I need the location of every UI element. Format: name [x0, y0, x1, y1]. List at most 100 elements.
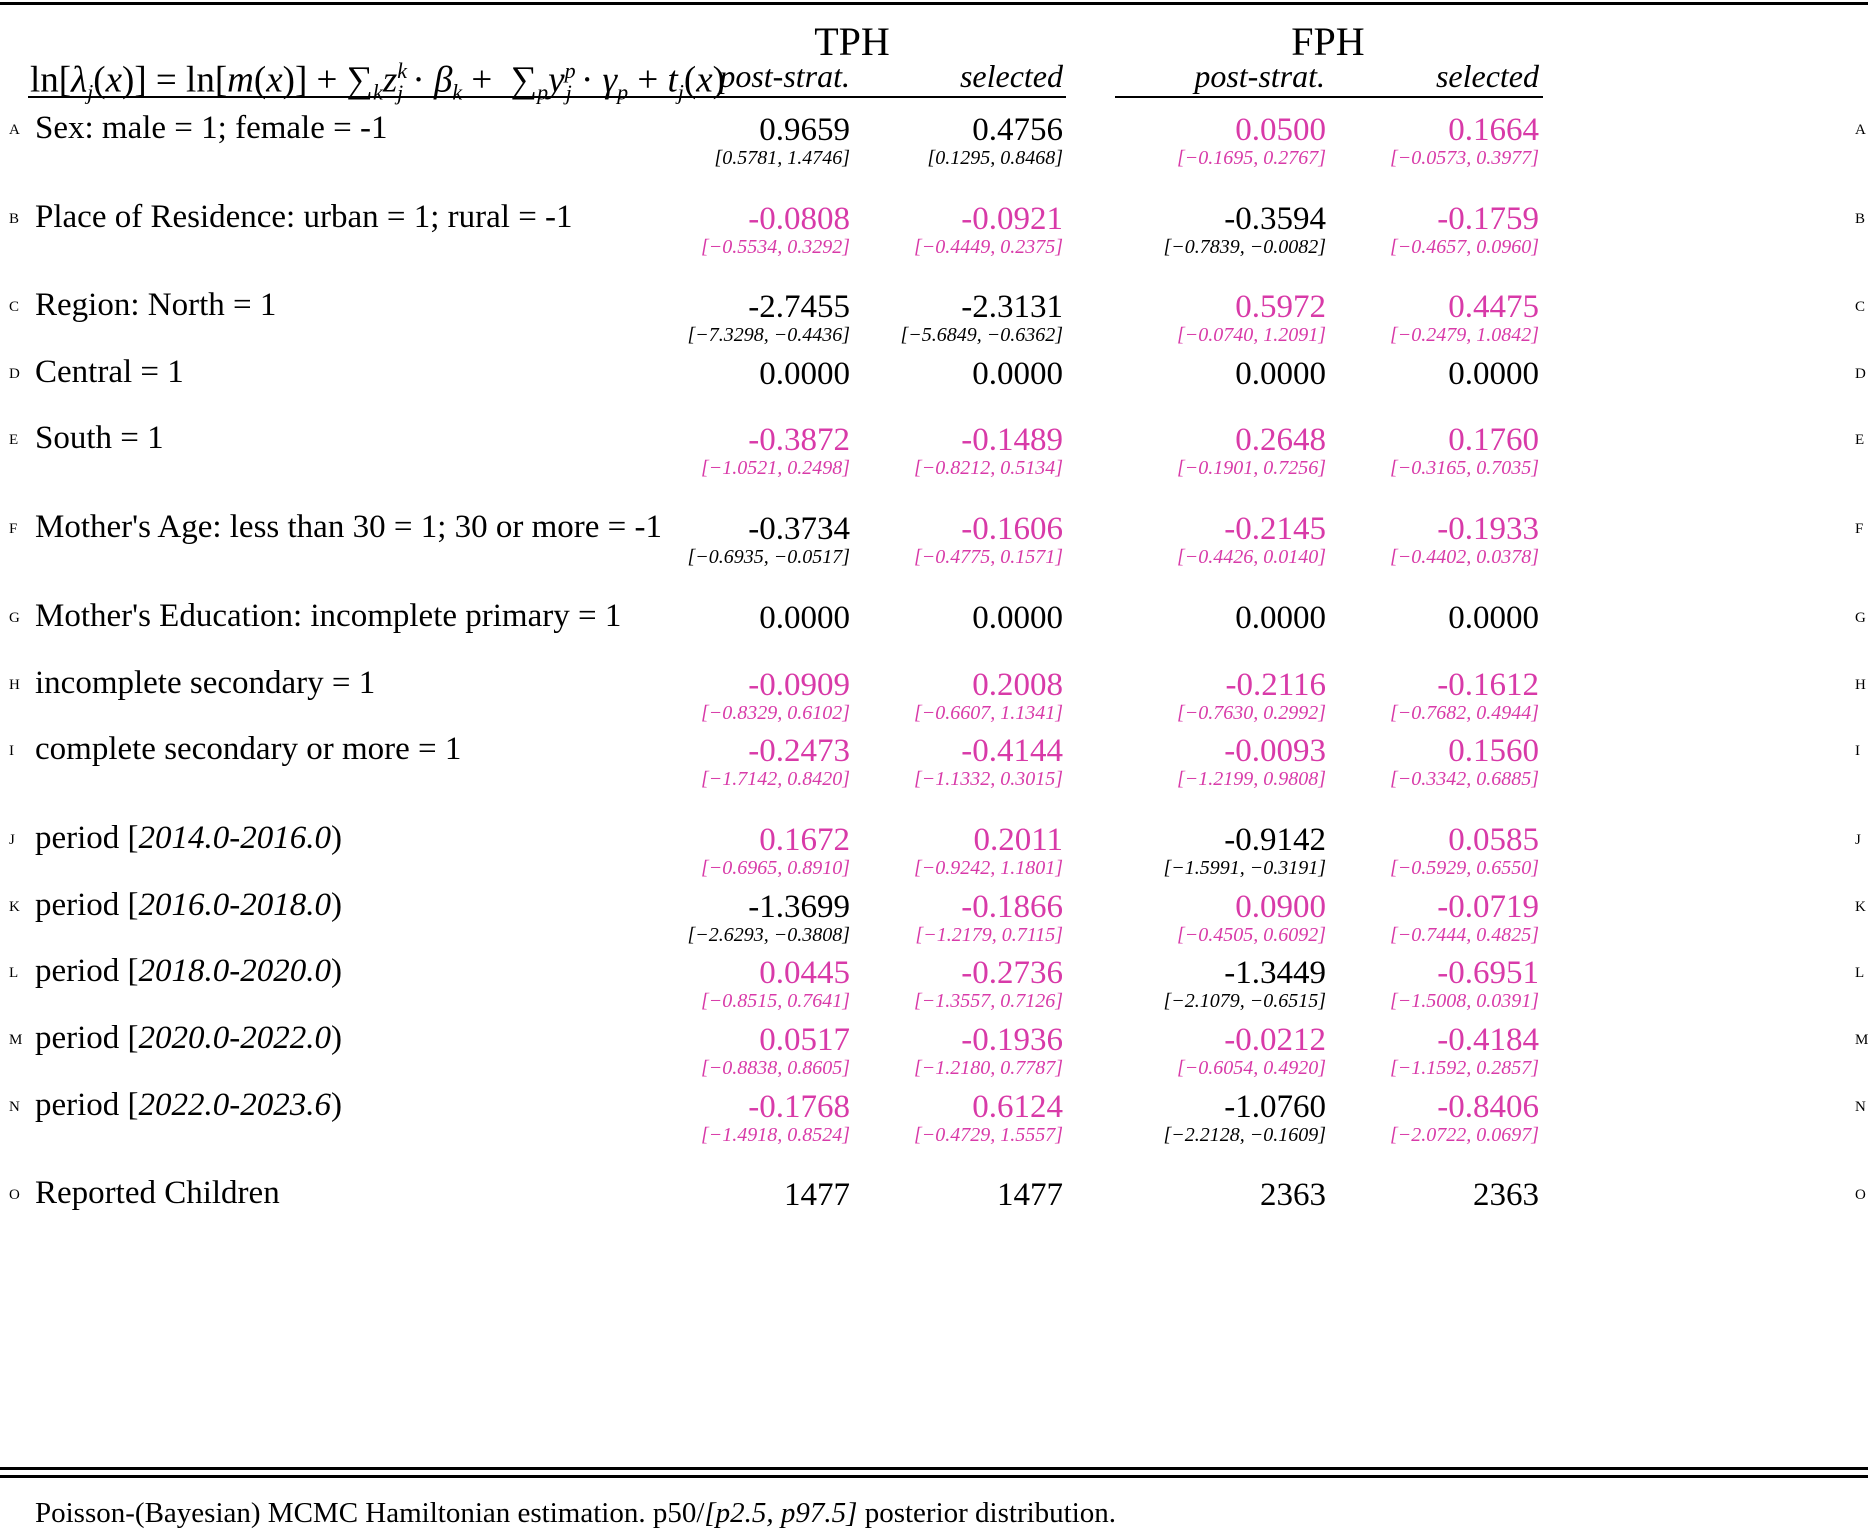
cell-estimate: -0.4144 — [961, 733, 1063, 769]
table-cell: 0.0000 — [823, 358, 1063, 391]
footnote-suffix: posterior distribution. — [857, 1497, 1117, 1529]
cell-estimate: 2363 — [1473, 1177, 1539, 1213]
table-cell: 0.1664 [−0.0573, 0.3977] — [1299, 114, 1539, 170]
footnote-prefix: Poisson-(Bayesian) MCMC Hamiltonian esti… — [35, 1497, 705, 1529]
cell-interval: [−0.8212, 0.5134] — [913, 457, 1063, 479]
cell-estimate: 0.0517 — [759, 1022, 850, 1058]
row-label: complete secondary or more = 1 — [35, 731, 461, 768]
footnote: Poisson-(Bayesian) MCMC Hamiltonian esti… — [35, 1497, 1116, 1530]
cell-estimate: -0.0719 — [1437, 889, 1539, 925]
table-cell: -0.1606 [−0.4775, 0.1571] — [823, 513, 1063, 569]
row-letter-left: F — [9, 521, 18, 537]
cell-estimate: 0.0900 — [1235, 889, 1326, 925]
table-cell: -0.1866 [−1.2179, 0.7115] — [823, 891, 1063, 947]
row-label-text: Mother's Age: less than 30 = 1; 30 or mo… — [35, 509, 662, 545]
cell-interval: [−0.4775, 0.1571] — [913, 546, 1063, 568]
row-letter-right: G — [1855, 610, 1866, 626]
row-label: Central = 1 — [35, 354, 184, 391]
cell-estimate: 0.0000 — [1235, 356, 1326, 392]
table-cell: -0.9142 [−1.5991, −0.3191] — [1086, 822, 1326, 880]
row-label: South = 1 — [35, 420, 164, 457]
table-cell: 0.0000 — [1086, 358, 1326, 391]
row-label: period [2022.0-2023.6) — [35, 1087, 342, 1124]
table-cell: 0.0000 — [610, 602, 850, 635]
cell-interval: [−1.2180, 0.7787] — [913, 1057, 1063, 1079]
table-cell: 0.1672 [−0.6965, 0.8910] — [610, 824, 850, 880]
top-rule — [0, 2, 1868, 5]
cell-interval: [−1.3557, 0.7126] — [913, 990, 1063, 1012]
row-label: period [2020.0-2022.0) — [35, 1020, 342, 1057]
row-letter-right: O — [1855, 1187, 1866, 1203]
table-cell: 0.0900 [−0.4505, 0.6092] — [1086, 889, 1326, 947]
table-cell: 1477 — [823, 1179, 1063, 1212]
table-cell: 2363 — [1299, 1179, 1539, 1212]
cell-estimate: 0.1760 — [1448, 422, 1539, 458]
table-cell: -0.1936 [−1.2180, 0.7787] — [823, 1024, 1063, 1080]
table-cell: -0.0921 [−0.4449, 0.2375] — [823, 203, 1063, 259]
footnote-interval: [p2.5, p97.5] — [704, 1497, 858, 1529]
cell-estimate: -0.2736 — [961, 955, 1063, 991]
cell-interval: [−0.4657, 0.0960] — [1389, 236, 1539, 258]
row-letter-right: L — [1855, 965, 1865, 981]
cell-estimate: -1.3699 — [748, 889, 850, 925]
table-cell: -0.3594 [−0.7839, −0.0082] — [1086, 201, 1326, 259]
row-label-end: ) — [331, 1020, 343, 1056]
row-label-text: period [ — [35, 1087, 139, 1123]
row-letter-right: J — [1855, 832, 1861, 848]
cell-estimate: -0.3594 — [1224, 201, 1326, 237]
row-label-text: Mother's Education: incomplete primary =… — [35, 598, 622, 634]
cell-interval: [−0.6607, 1.1341] — [913, 702, 1063, 724]
table-cell: 0.2011 [−0.9242, 1.1801] — [823, 824, 1063, 880]
table-cell: 0.0585 [−0.5929, 0.6550] — [1299, 824, 1539, 880]
table-cell: 0.0517 [−0.8838, 0.8605] — [610, 1022, 850, 1080]
row-label-text: Central = 1 — [35, 354, 184, 390]
table-cell: 0.5972 [−0.0740, 1.2091] — [1086, 289, 1326, 347]
header-underline-tph — [28, 96, 1066, 98]
row-label-text: Region: North = 1 — [35, 287, 277, 323]
cell-interval: [−0.7444, 0.4825] — [1389, 924, 1539, 946]
cell-interval: [−0.6054, 0.4920] — [1176, 1057, 1326, 1079]
row-letter-right: K — [1855, 899, 1866, 915]
row-label: Sex: male = 1; female = -1 — [35, 110, 387, 147]
table-cell: 0.0445 [−0.8515, 0.7641] — [610, 957, 850, 1013]
cell-interval: [−0.4402, 0.0378] — [1389, 546, 1539, 568]
cell-estimate: 0.0000 — [972, 600, 1063, 636]
cell-estimate: 0.4756 — [972, 112, 1063, 148]
cell-estimate: -0.9142 — [1224, 822, 1326, 858]
cell-estimate: 0.5972 — [1235, 289, 1326, 325]
cell-estimate: -0.3872 — [748, 422, 850, 458]
row-label-end: ) — [331, 820, 343, 856]
row-label-period: 2018.0-2020.0 — [138, 953, 332, 989]
cell-interval: [−1.1592, 0.2857] — [1389, 1057, 1539, 1079]
header-underline-fph — [1115, 96, 1543, 98]
cell-estimate: 0.0000 — [972, 356, 1063, 392]
cell-interval: [−0.3165, 0.7035] — [1389, 457, 1539, 479]
cell-interval: [−2.6293, −0.3808] — [687, 924, 850, 946]
cell-interval: [−0.7682, 0.4944] — [1389, 702, 1539, 724]
table-cell: 0.9659 [0.5781, 1.4746] — [610, 114, 850, 170]
row-letter-left: E — [9, 432, 19, 448]
cell-estimate: -0.0093 — [1224, 733, 1326, 769]
row-letter-right: C — [1855, 299, 1866, 315]
table-cell: -2.3131 [−5.6849, −0.6362] — [823, 291, 1063, 347]
table-cell: -0.3872 [−1.0521, 0.2498] — [610, 422, 850, 480]
cell-interval: [−1.7142, 0.8420] — [700, 768, 850, 790]
row-letter-right: D — [1855, 366, 1866, 382]
model-formula: ln[λj(x)] = ln[m(x)] + ∑kzkj · βk + ∑pyp… — [30, 58, 725, 105]
row-letter-right: H — [1855, 677, 1866, 693]
row-label: Mother's Age: less than 30 = 1; 30 or mo… — [35, 509, 662, 546]
table-cell: -0.2116 [−0.7630, 0.2992] — [1086, 669, 1326, 725]
table-cell: -0.1759 [−0.4657, 0.0960] — [1299, 203, 1539, 259]
table-cell: -0.6951 [−1.5008, 0.0391] — [1299, 957, 1539, 1013]
cell-estimate: -0.1933 — [1437, 511, 1539, 547]
subheader-tph-selected: selected — [959, 58, 1063, 94]
row-letter-right: E — [1855, 432, 1865, 448]
table-cell: -0.4184 [−1.1592, 0.2857] — [1299, 1024, 1539, 1080]
subheader-fph-post-strat: post-strat. — [1194, 58, 1325, 94]
table-cell: 0.0000 — [1086, 602, 1326, 635]
cell-interval: [−1.2199, 0.9808] — [1176, 768, 1326, 790]
table-cell: -0.1612 [−0.7682, 0.4944] — [1299, 669, 1539, 725]
cell-interval: [−0.7630, 0.2992] — [1176, 702, 1326, 724]
cell-estimate: 0.6124 — [972, 1089, 1063, 1125]
cell-interval: [0.5781, 1.4746] — [714, 147, 850, 169]
